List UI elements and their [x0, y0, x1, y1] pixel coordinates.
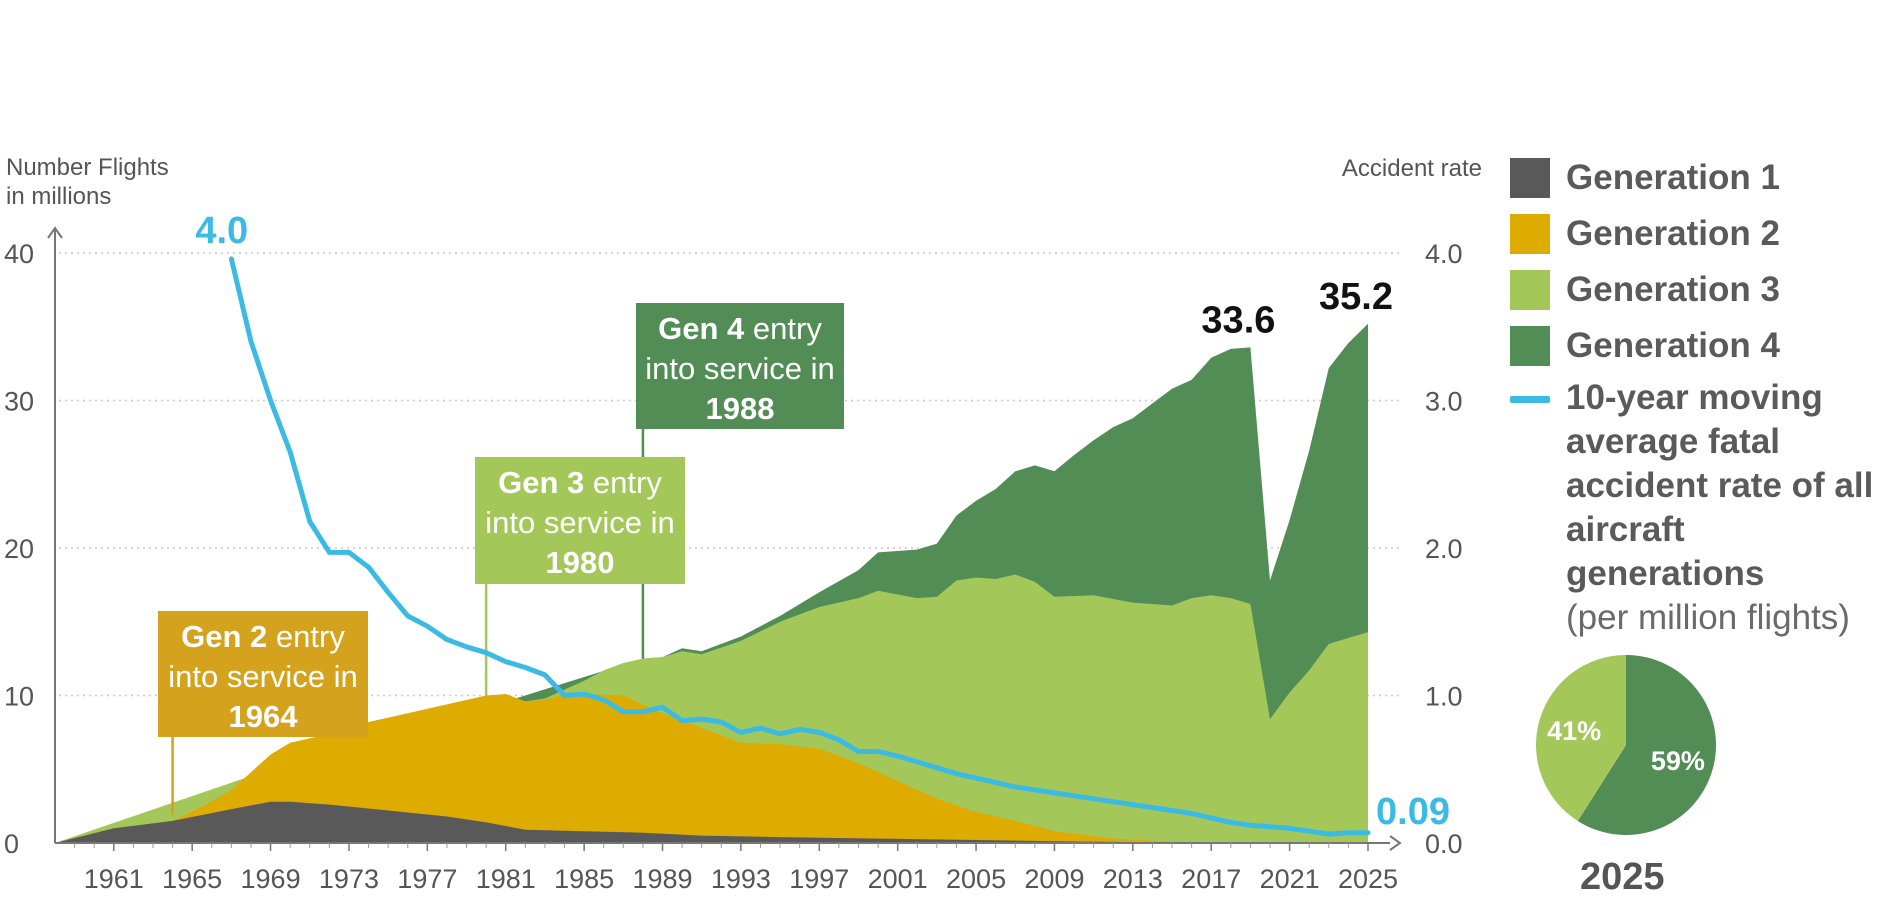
y-left-tick-10: 10 — [4, 682, 34, 712]
x-tick-label-1965: 1965 — [162, 864, 222, 893]
legend-item-accident-rate: 10-year moving average fatal accident ra… — [1510, 376, 1886, 640]
pie-chart-2025: 59% 41% — [1536, 655, 1717, 836]
y-right-tick-0.0: 0.0 — [1425, 829, 1463, 859]
legend-swatch-generation-4 — [1510, 326, 1550, 366]
legend-swatch-generation-2 — [1510, 214, 1550, 254]
pie-slice-label-0: 59% — [1651, 746, 1705, 776]
x-tick-label-2001: 2001 — [868, 864, 928, 893]
legend-swatch-generation-1 — [1510, 158, 1550, 198]
y-axis-arrow — [47, 226, 63, 239]
callout-gen4-text: entry into service in — [645, 311, 835, 386]
x-tick-label-1985: 1985 — [554, 864, 614, 893]
data-labels: 33.6 35.2 4.0 0.09 — [195, 210, 1450, 833]
callout-gen4: Gen 4 entry into service in 1988 — [636, 303, 844, 429]
x-tick-label-1981: 1981 — [476, 864, 536, 893]
x-tick-label-1993: 1993 — [711, 864, 771, 893]
legend-label-accident-rate: 10-year moving average fatal accident ra… — [1566, 376, 1886, 640]
pie-slice-0 — [1577, 655, 1717, 836]
callout-gen4-bold: Gen 4 — [658, 311, 745, 346]
pie-slice-label-1: 41% — [1547, 716, 1601, 746]
y-left-tick-20: 20 — [4, 534, 34, 564]
x-axis-arrow — [1389, 835, 1402, 851]
legend: Generation 1 Generation 2 Generation 3 G… — [1510, 150, 1886, 640]
area-generation-1 — [55, 801, 1368, 843]
callout-gen2: Gen 2 entry into service in 1964 — [158, 611, 368, 737]
callout-gen2-bold: Gen 2 — [181, 619, 268, 654]
y-right-axis-title: Accident rate — [1342, 155, 1482, 182]
y-left-axis-title-line1: Number Flights — [6, 154, 169, 181]
legend-item-generation-4: Generation 4 — [1510, 318, 1886, 374]
y-left-axis-title-line2: in millions — [6, 183, 111, 210]
callout-gen2-text: entry into service in — [168, 619, 358, 694]
y-right-tick-4.0: 4.0 — [1425, 239, 1463, 269]
x-tick-label-1961: 1961 — [84, 864, 144, 893]
legend-label-generation-3: Generation 3 — [1566, 270, 1780, 309]
legend-item-generation-3: Generation 3 — [1510, 262, 1886, 318]
accident-rate-line — [228, 256, 1371, 837]
x-tick-label-1997: 1997 — [789, 864, 849, 893]
y-right-tick-1.0: 1.0 — [1425, 682, 1463, 712]
x-tick-labels: 1961 1965 1969 1973 1977 1981 1985 1989 1993 1997… — [74, 843, 1398, 893]
x-tick-label-2009: 2009 — [1024, 864, 1084, 893]
legend-label-generation-4: Generation 4 — [1566, 326, 1780, 365]
rate-line-group — [228, 256, 1371, 837]
legend-item-generation-2: Generation 2 — [1510, 206, 1886, 262]
x-tick-label-2013: 2013 — [1103, 864, 1163, 893]
x-tick-label-2025: 2025 — [1338, 864, 1398, 893]
legend-accident-rate-unit: (per million flights) — [1566, 598, 1850, 637]
callout-gen3-text: entry into service in — [485, 465, 675, 540]
x-tick-label-1973: 1973 — [319, 864, 379, 893]
axes — [47, 226, 1402, 851]
x-tick-label-2021: 2021 — [1260, 864, 1320, 893]
pie-year-label: 2025 — [1580, 856, 1665, 898]
area-generation-2 — [55, 694, 1368, 843]
callout-gen3-year: 1980 — [545, 545, 615, 580]
rate-label-end: 0.09 — [1376, 791, 1450, 833]
area-series — [55, 323, 1368, 843]
y-left-tick-0: 0 — [4, 829, 19, 859]
legend-label-generation-2: Generation 2 — [1566, 214, 1780, 253]
y-right-tick-3.0: 3.0 — [1425, 387, 1463, 417]
y-right-tick-2.0: 2.0 — [1425, 534, 1463, 564]
legend-label-generation-1: Generation 1 — [1566, 158, 1780, 197]
x-tick-label-2017: 2017 — [1181, 864, 1241, 893]
y-left-tick-labels: 0 10 20 30 40 — [4, 239, 34, 859]
x-tick-label-1977: 1977 — [397, 864, 457, 893]
rate-label-start: 4.0 — [195, 210, 248, 252]
y-right-tick-labels: 0.0 1.0 2.0 3.0 4.0 — [1425, 239, 1463, 859]
callout-gen4-year: 1988 — [705, 391, 775, 426]
callout-gen3-bold: Gen 3 — [498, 465, 585, 500]
x-tick-label-2005: 2005 — [946, 864, 1006, 893]
legend-item-generation-1: Generation 1 — [1510, 150, 1886, 206]
callout-gen3: Gen 3 entry into service in 1980 — [475, 457, 685, 584]
callout-gen2-year: 1964 — [228, 699, 298, 734]
x-tick-label-1969: 1969 — [241, 864, 301, 893]
legend-swatch-generation-3 — [1510, 270, 1550, 310]
peak-label-35-2: 35.2 — [1319, 276, 1393, 318]
legend-line-swatch — [1510, 396, 1550, 403]
y-left-tick-30: 30 — [4, 387, 34, 417]
x-tick-label-1989: 1989 — [632, 864, 692, 893]
legend-accident-rate-title: 10-year moving average fatal accident ra… — [1566, 378, 1874, 593]
pie-slice-1 — [1536, 655, 1626, 821]
y-left-tick-40: 40 — [4, 239, 34, 269]
peak-label-33-6: 33.6 — [1201, 299, 1275, 341]
